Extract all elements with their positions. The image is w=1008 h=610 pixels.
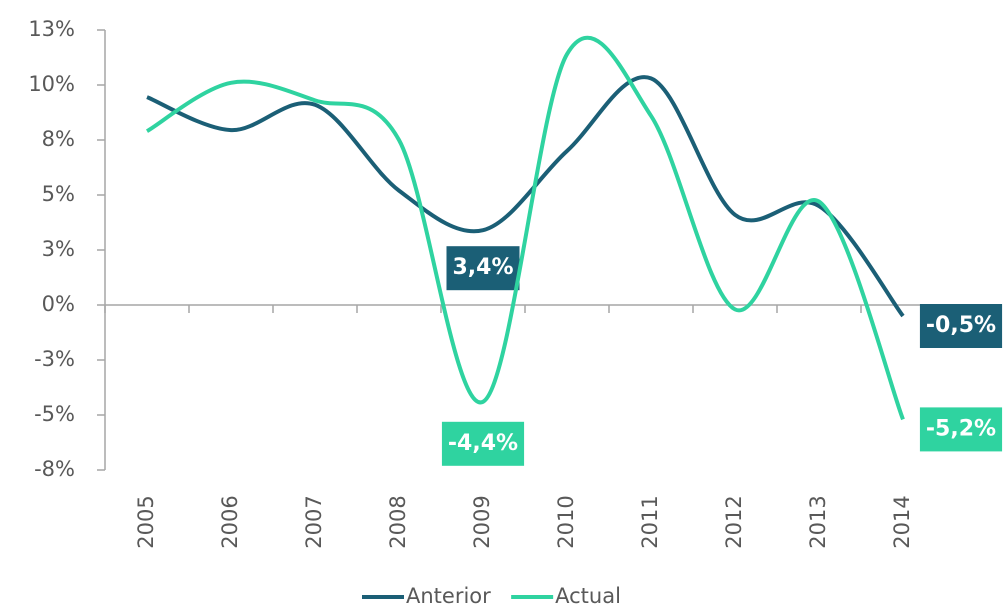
y-tick-label: 13% — [28, 17, 75, 41]
y-tick-label: 0% — [42, 292, 75, 316]
y-tick-label: -5% — [34, 402, 75, 426]
y-tick-label: 3% — [42, 237, 75, 261]
legend-label: Anterior — [406, 584, 491, 608]
x-tick-label: 2013 — [806, 495, 830, 548]
x-tick-label: 2010 — [554, 495, 578, 548]
x-tick-label: 2005 — [134, 495, 158, 548]
x-tick-label: 2008 — [386, 495, 410, 548]
x-tick-label: 2006 — [218, 495, 242, 548]
data-label: 3,4% — [452, 255, 513, 280]
data-label: -0,5% — [926, 313, 996, 338]
data-label: -5,2% — [926, 416, 996, 441]
x-tick-label: 2012 — [722, 495, 746, 548]
y-tick-label: -3% — [34, 347, 75, 371]
x-tick-label: 2011 — [638, 495, 662, 548]
x-tick-label: 2014 — [890, 495, 914, 548]
data-label-group: -4,4% — [441, 421, 525, 466]
y-tick-label: 5% — [42, 182, 75, 206]
data-label-group: -0,5% — [919, 304, 1003, 348]
y-tick-label: 10% — [28, 72, 75, 96]
y-tick-label: 8% — [42, 127, 75, 151]
data-label-box — [919, 407, 1003, 452]
data-label-box — [446, 246, 520, 291]
data-label-box — [441, 421, 525, 466]
series-line — [146, 75, 905, 318]
data-label-box — [919, 304, 1003, 348]
legend-label: Actual — [555, 584, 621, 608]
y-tick-label: -8% — [34, 457, 75, 481]
data-label-group: 3,4% — [446, 246, 520, 291]
series-line — [145, 35, 905, 421]
x-tick-label: 2007 — [302, 495, 326, 548]
data-label-group: -5,2% — [919, 407, 1003, 452]
x-tick-label: 2009 — [470, 495, 494, 548]
data-label: -4,4% — [448, 431, 518, 456]
